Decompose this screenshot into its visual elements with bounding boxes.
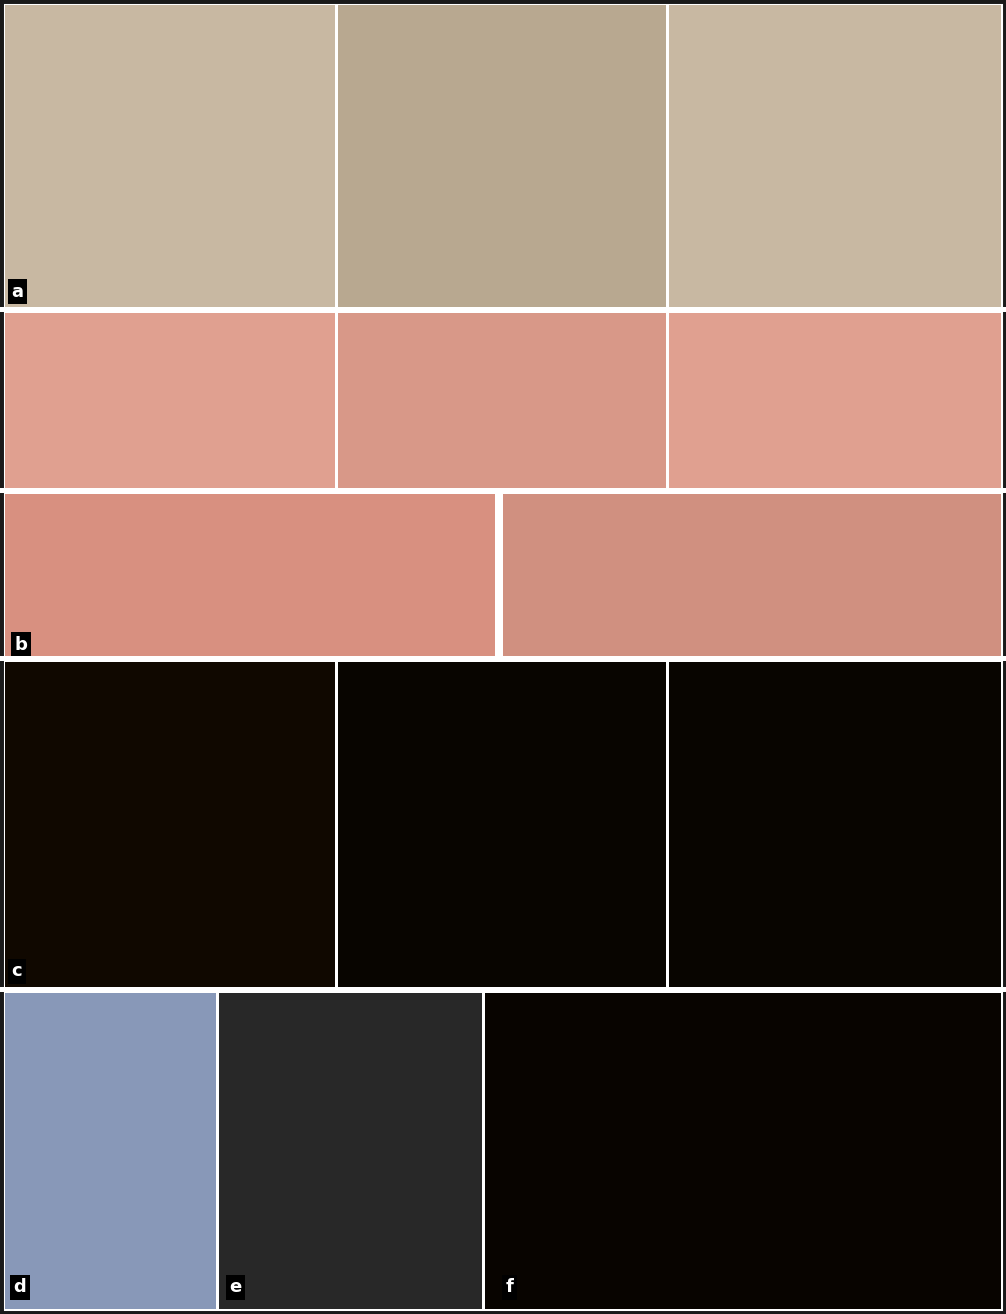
Text: f: f [506,1279,513,1297]
Text: d: d [13,1279,26,1297]
Text: c: c [12,962,22,980]
Text: a: a [12,283,23,301]
Text: b: b [15,636,28,654]
Text: e: e [229,1279,241,1297]
